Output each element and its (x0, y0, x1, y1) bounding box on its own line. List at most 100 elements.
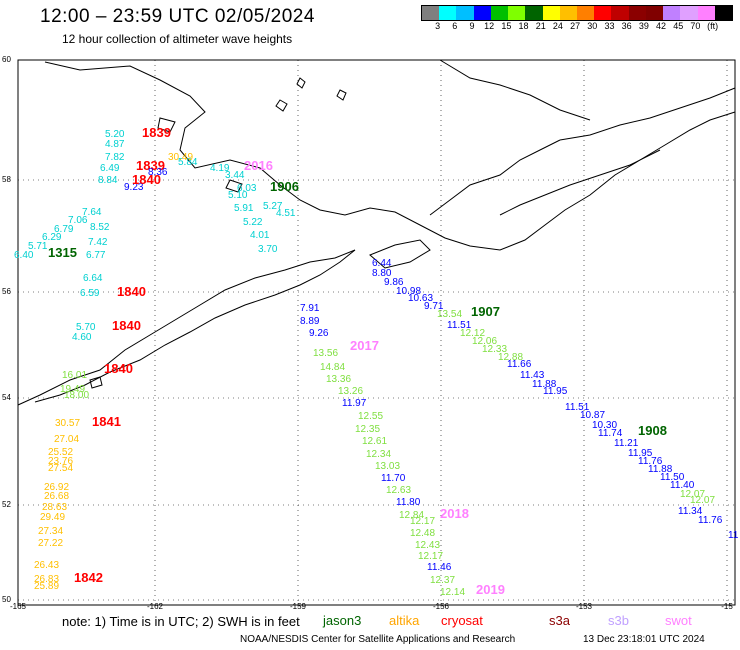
wave-height-value: 27.34 (38, 526, 63, 537)
legend-swatch (542, 6, 560, 20)
wave-height-value: 6.44 (372, 258, 392, 269)
wave-height-value: 7.64 (82, 207, 102, 218)
wave-height-value: 8.36 (148, 167, 168, 178)
wave-height-value: 10.87 (580, 410, 605, 421)
generated-timestamp: 13 Dec 23:18:01 UTC 2024 (583, 634, 705, 645)
legend-label: 45 (673, 21, 684, 31)
track-time-label: 2016 (244, 158, 273, 173)
wave-height-value: 11.34 (678, 506, 703, 517)
x-tick-label: -162 (146, 602, 164, 611)
wave-height-value: 26.68 (44, 491, 69, 502)
legend-label: 12 (484, 21, 495, 31)
legend-label: 6 (452, 21, 458, 31)
wave-height-value: 5.91 (234, 203, 254, 214)
wave-height-value: 6.40 (14, 250, 34, 261)
legend-swatch (663, 6, 681, 20)
wave-height-value: 13.56 (313, 348, 338, 359)
track-time-label: 1840 (132, 172, 161, 187)
track-time-label: 1842 (74, 570, 103, 585)
map-title: 12:00 – 23:59 UTC 02/05/2024 (40, 6, 315, 27)
wave-height-value: 12.37 (430, 575, 455, 586)
wave-height-value: 12.88 (498, 352, 523, 363)
wave-height-value: 28.63 (42, 502, 67, 513)
map-subtitle: 12 hour collection of altimeter wave hei… (62, 32, 293, 46)
wave-height-value: 12.35 (355, 424, 380, 435)
wave-height-value: 30.57 (55, 418, 80, 429)
wave-height-value: 18.00 (64, 390, 89, 401)
wave-height-value: 10.63 (408, 293, 433, 304)
wave-height-value: 11.76 (698, 515, 723, 526)
legend-swatch (611, 6, 629, 20)
legend-label: 39 (638, 21, 649, 31)
legend-swatch (525, 6, 543, 20)
wave-height-value: 11.40 (670, 480, 695, 491)
track-time-label: 2018 (440, 506, 469, 521)
x-tick-label: -15 (721, 602, 733, 611)
wave-height-value: 13.26 (338, 386, 363, 397)
wave-height-value: 7.06 (68, 215, 88, 226)
wave-height-value: 9.26 (309, 328, 329, 339)
wave-height-value: 10.98 (396, 286, 421, 297)
wave-height-value: 11.74 (598, 428, 623, 439)
legend-swatch (576, 6, 595, 20)
track-time-label: 1315 (48, 245, 77, 260)
legend-label: 18 (518, 21, 529, 31)
wave-height-value: 25.89 (34, 581, 59, 592)
wave-height-value: 5.84 (178, 157, 198, 168)
wave-height-value: 12.48 (410, 528, 435, 539)
track-time-label: 2017 (350, 338, 379, 353)
legend-swatch (697, 6, 715, 20)
wave-height-value: 5.20 (105, 129, 125, 140)
wave-height-value: 11.76 (638, 456, 663, 467)
y-tick-label: 56 (2, 287, 11, 296)
wave-height-value: 27.54 (48, 463, 73, 474)
wave-height-value: 4.01 (250, 230, 270, 241)
wave-height-value: 27.04 (54, 434, 79, 445)
wave-height-value: 5.70 (76, 322, 96, 333)
wave-height-value: 4.19 (210, 163, 230, 174)
footer-note: note: 1) Time is in UTC; 2) SWH is in fe… (62, 614, 300, 629)
x-tick-label: -153 (575, 602, 593, 611)
legend-label: 27 (570, 21, 581, 31)
coastline (17, 59, 736, 406)
track-time-label: 1840 (104, 361, 133, 376)
wave-height-value: 6.59 (80, 288, 100, 299)
track-time-label: 1839 (142, 125, 171, 140)
legend-label: 70 (690, 21, 701, 31)
wave-height-value: 13.54 (437, 309, 462, 320)
legend-label: 24 (552, 21, 563, 31)
track-time-label: 1906 (270, 179, 299, 194)
track-time-label: 2019 (476, 582, 505, 597)
wave-height-value: 8.52 (90, 222, 110, 233)
legend-swatch (456, 6, 474, 20)
wave-height-value: 12.43 (415, 540, 440, 551)
y-tick-label: 58 (2, 175, 11, 184)
wave-height-value: 4.51 (276, 208, 296, 219)
wave-height-value: 11.43 (520, 370, 545, 381)
wave-height-value: 12.07 (680, 489, 705, 500)
wave-height-value: 23.76 (48, 456, 73, 467)
wave-height-value: 4.87 (105, 139, 125, 150)
wave-height-value: 11.21 (614, 438, 639, 449)
wave-height-value: 13.36 (326, 374, 351, 385)
wave-height-value: 10.30 (592, 420, 617, 431)
wave-height-value: 5.22 (243, 217, 263, 228)
wave-height-value: 12.17 (410, 516, 435, 527)
wave-height-value: 12.12 (460, 328, 485, 339)
wave-height-value: 12.34 (366, 449, 391, 460)
track-time-label: 1839 (136, 158, 165, 173)
track-time-label: 1908 (638, 423, 667, 438)
track-time-label: 1840 (112, 318, 141, 333)
y-tick-label: 60 (2, 55, 11, 64)
wave-height-value: 12.17 (418, 551, 443, 562)
wave-height-value: 12.61 (362, 436, 387, 447)
legend-swatch (628, 6, 646, 20)
wave-height-value: 6.79 (54, 224, 74, 235)
wave-height-value: 8.80 (372, 268, 392, 279)
wave-height-value: 6.64 (83, 273, 103, 284)
legend-label: 15 (501, 21, 512, 31)
color-legend (421, 5, 733, 21)
altimeter-tracks: 5.204.877.826.498.84183918399.238.361840… (14, 125, 739, 598)
wave-height-value: 11.95 (543, 386, 568, 397)
wave-height-value: 11.88 (648, 464, 673, 475)
